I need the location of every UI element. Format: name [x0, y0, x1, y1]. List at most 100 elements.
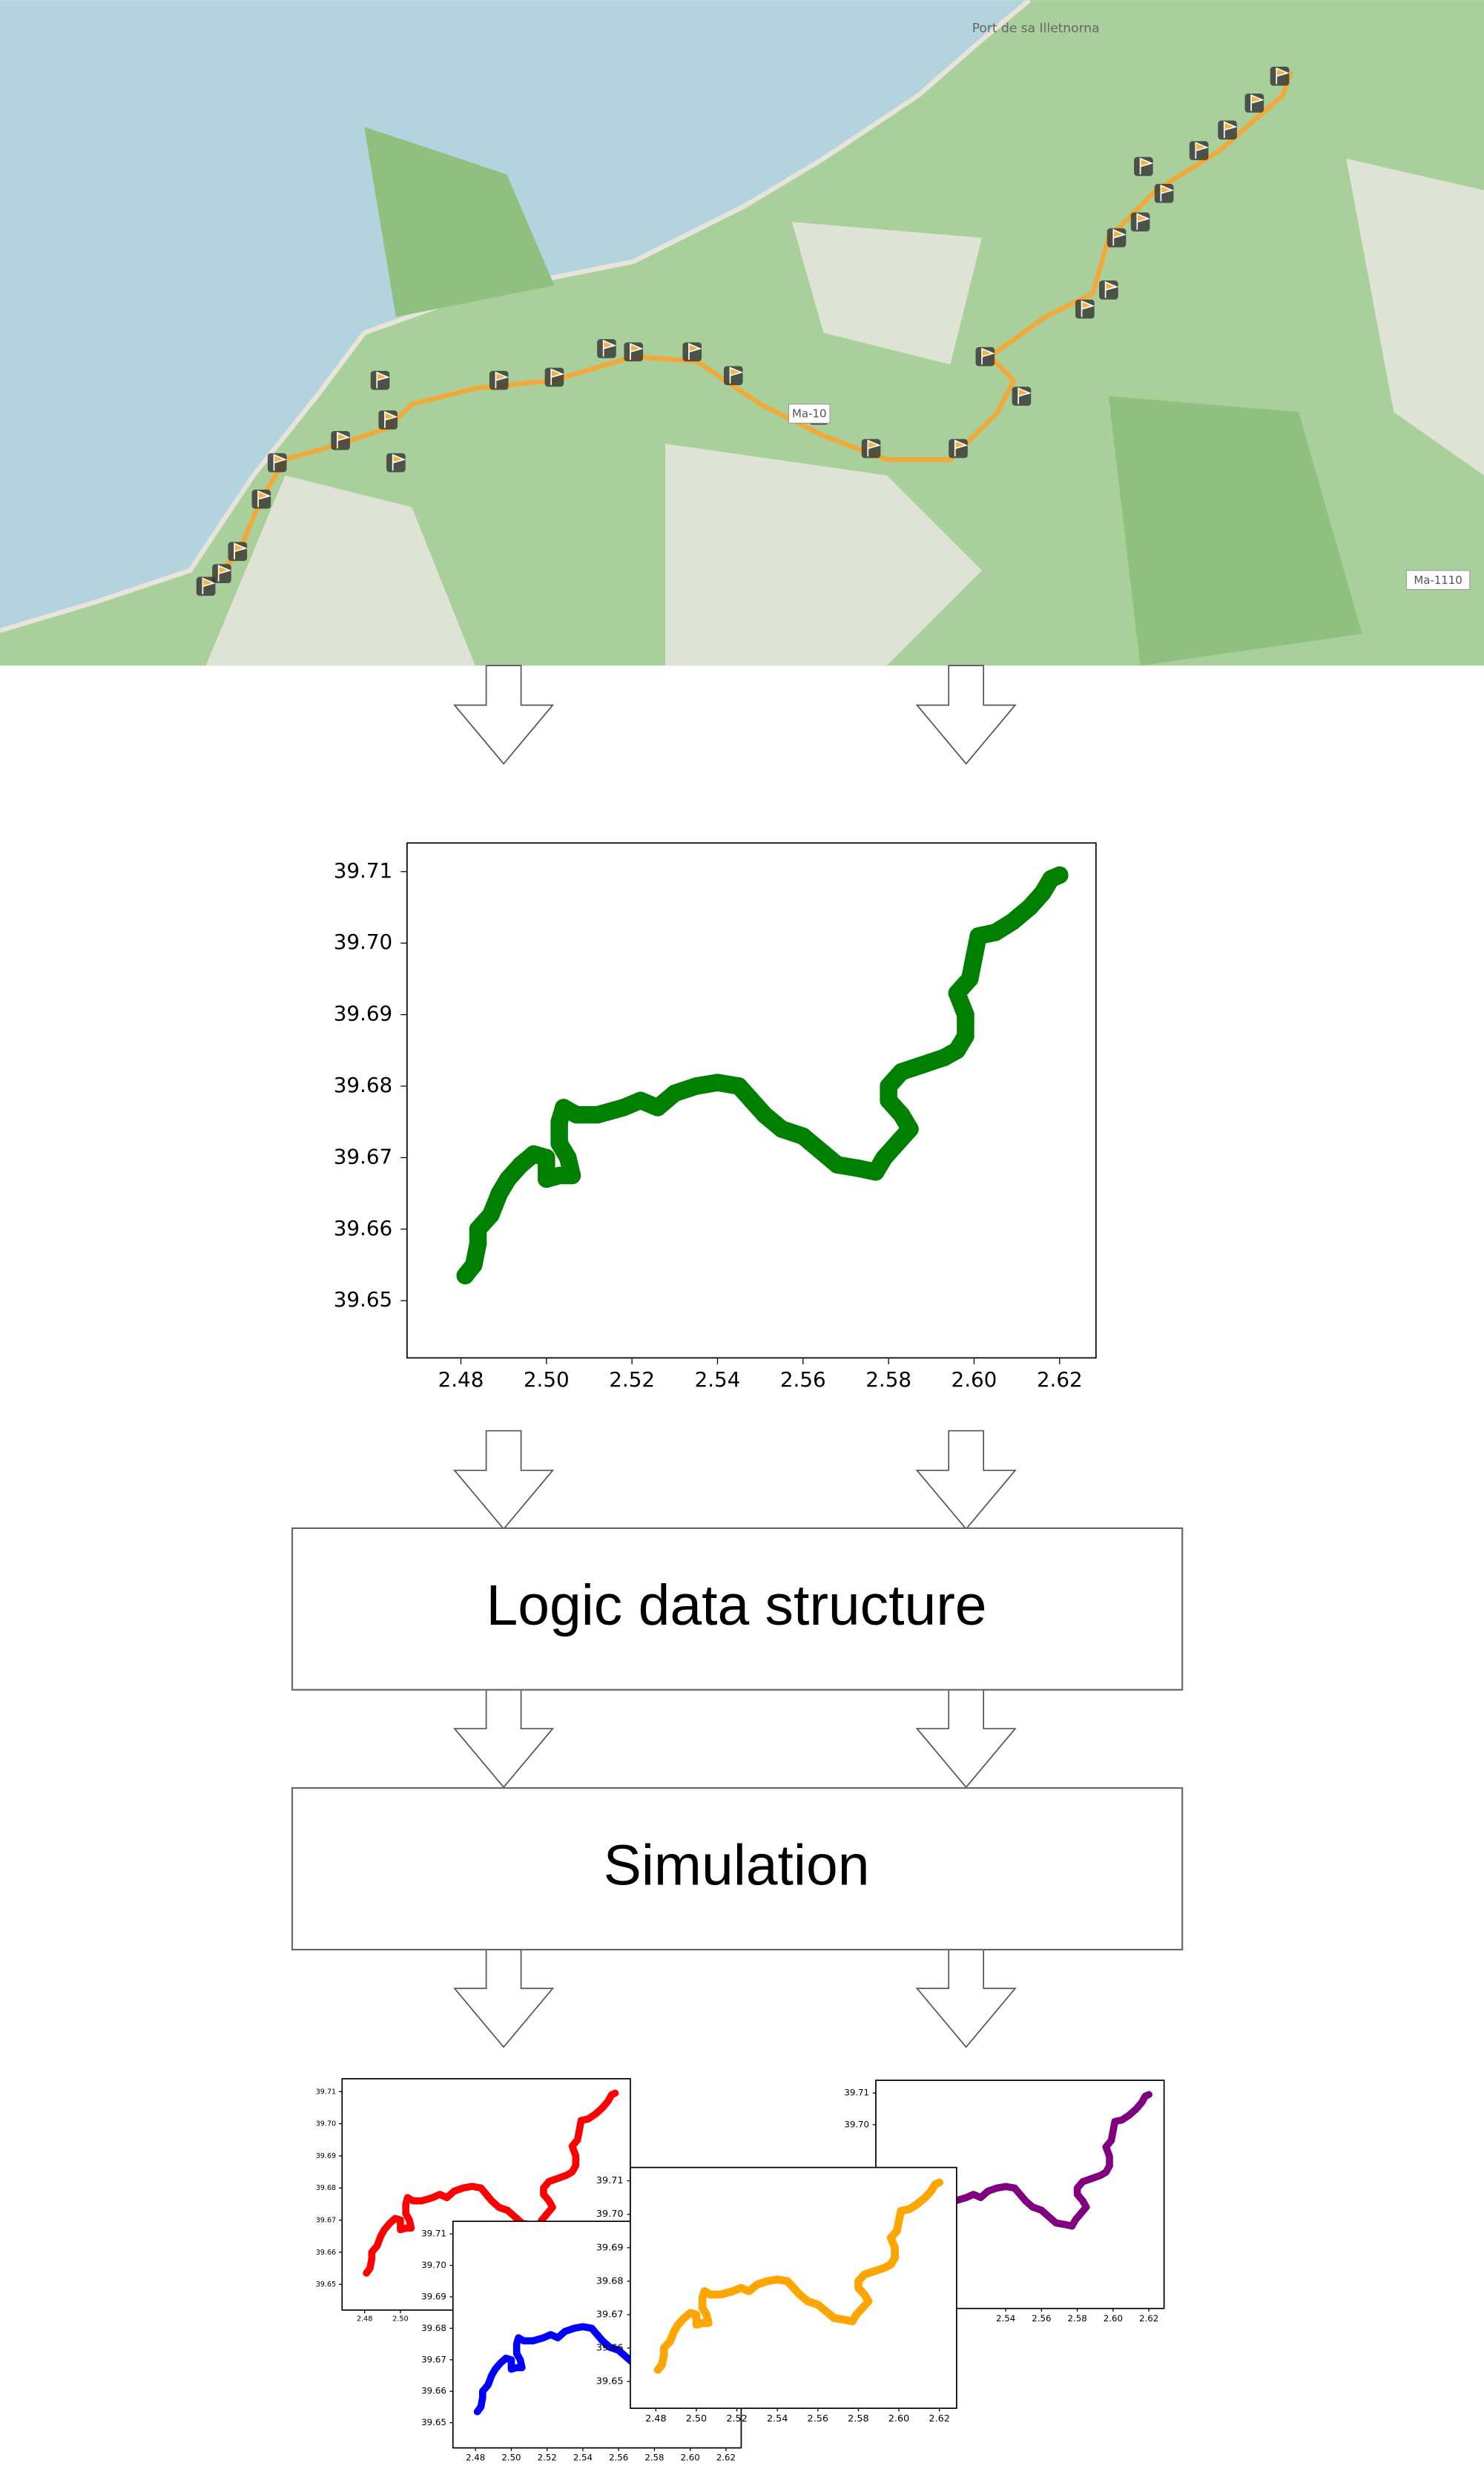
route-point — [1020, 898, 1039, 916]
arrow — [453, 1948, 555, 2048]
x-tick-label: 2.58 — [865, 1367, 911, 1392]
route-point — [1051, 866, 1069, 884]
route-point — [901, 1120, 919, 1138]
flag-cloth — [1112, 228, 1127, 246]
y-tick-label: 39.71 — [421, 2229, 446, 2239]
road-badge — [788, 404, 831, 424]
flag-cloth — [392, 453, 406, 471]
flag-cloth — [1195, 142, 1209, 159]
x-tick-label: 2.62 — [716, 2453, 736, 2463]
step-box: Logic data structure — [291, 1527, 1184, 1691]
y-tick-label: 39.65 — [316, 2281, 336, 2289]
route-point — [490, 1184, 509, 1203]
x-tick-label: 2.58 — [1068, 2313, 1087, 2324]
flag-cloth — [1160, 184, 1174, 202]
y-tick-label: 39.67 — [316, 2217, 336, 2225]
flag — [624, 342, 644, 362]
arrows — [453, 665, 1017, 2048]
flag — [370, 370, 390, 390]
route-point — [465, 1256, 483, 1274]
flag — [212, 564, 232, 584]
flag — [378, 410, 398, 430]
route-point — [469, 1234, 487, 1252]
y-tick-label: 39.70 — [316, 2120, 336, 2128]
route-point — [957, 1005, 975, 1024]
flag — [975, 346, 995, 366]
x-tick-label: 2.48 — [645, 2413, 667, 2424]
flag — [544, 367, 564, 387]
flag-cloth — [1139, 157, 1154, 175]
x-tick-label: 2.56 — [808, 2413, 829, 2424]
flag-cloth — [273, 453, 287, 471]
y-tick-label: 39.67 — [421, 2354, 446, 2364]
route-point — [555, 1099, 573, 1117]
x-tick-label: 2.50 — [501, 2453, 521, 2463]
chart: 2.48 2.50 2.52 2.54 2.56 2.58 2.60 2.62 39.65 39.… — [596, 2166, 957, 2424]
arrow — [915, 1948, 1017, 2048]
step-label: Simulation — [604, 1833, 870, 1897]
flag-cloth — [1136, 213, 1150, 230]
route-point — [892, 1105, 911, 1124]
y-tick-label: 39.68 — [596, 2275, 624, 2286]
flag — [1134, 157, 1154, 177]
arrow — [915, 665, 1017, 765]
x-tick-label: 2.56 — [609, 2453, 628, 2463]
forest — [364, 127, 1362, 666]
y-tick-label: 39.66 — [334, 1216, 392, 1240]
x-tick-label: 2.60 — [888, 2413, 910, 2424]
y-tick-label: 39.67 — [334, 1144, 392, 1168]
flag-cloth — [729, 366, 743, 384]
flag — [1189, 141, 1209, 160]
flag — [196, 576, 216, 596]
route-point — [880, 1091, 897, 1110]
map-label: Port de sa Illetnorna — [972, 22, 1100, 36]
route-point — [850, 1160, 868, 1177]
flag — [682, 342, 702, 362]
y-tick-label: 39.70 — [421, 2260, 446, 2270]
y-tick-label: 39.68 — [421, 2323, 446, 2333]
route-point — [499, 1170, 517, 1188]
route-point — [687, 1077, 705, 1095]
y-tick-label: 39.71 — [316, 2088, 336, 2096]
y-tick-label: 39.65 — [596, 2376, 624, 2387]
flag — [251, 490, 271, 509]
y-tick-label: 39.66 — [421, 2386, 446, 2396]
arrow — [453, 665, 555, 765]
x-tick-label: 2.54 — [695, 1367, 741, 1392]
flag — [1130, 212, 1150, 231]
x-tick-label: 2.48 — [466, 2453, 485, 2463]
y-tick-label: 39.65 — [421, 2417, 446, 2427]
y-tick-label: 39.66 — [596, 2343, 624, 2354]
route-point — [948, 984, 966, 1002]
flag-cloth — [217, 565, 232, 582]
x-tick-label: 2.50 — [524, 1367, 570, 1392]
flag-cloth — [630, 343, 644, 360]
y-tick-label: 39.69 — [421, 2291, 446, 2301]
x-tick-label: 2.50 — [686, 2413, 708, 2424]
route-line — [363, 2089, 619, 2277]
route-point — [986, 924, 1005, 941]
route-point — [828, 1156, 846, 1174]
x-tick-label: 2.60 — [1104, 2313, 1123, 2324]
flag-cloth — [1018, 387, 1032, 404]
route-point — [589, 1105, 607, 1124]
plot-frame — [630, 2166, 957, 2410]
route-point — [469, 1220, 487, 1238]
route-point — [631, 1091, 650, 1110]
flag — [1107, 228, 1127, 248]
step-box: Simulation — [291, 1787, 1184, 1951]
flag — [723, 366, 743, 386]
flag-cloth — [1250, 94, 1264, 111]
route-point — [892, 1062, 911, 1081]
y-tick-label: 39.71 — [334, 858, 392, 883]
x-tick-label: 2.52 — [609, 1367, 655, 1392]
flag-cloth — [384, 411, 398, 428]
flag — [267, 453, 287, 473]
route-point — [811, 1142, 829, 1160]
y-tick-label: 39.69 — [334, 1002, 392, 1026]
route-point — [614, 1099, 633, 1117]
open-land — [205, 158, 1484, 666]
box — [291, 1787, 1184, 1951]
flag — [1218, 120, 1238, 140]
